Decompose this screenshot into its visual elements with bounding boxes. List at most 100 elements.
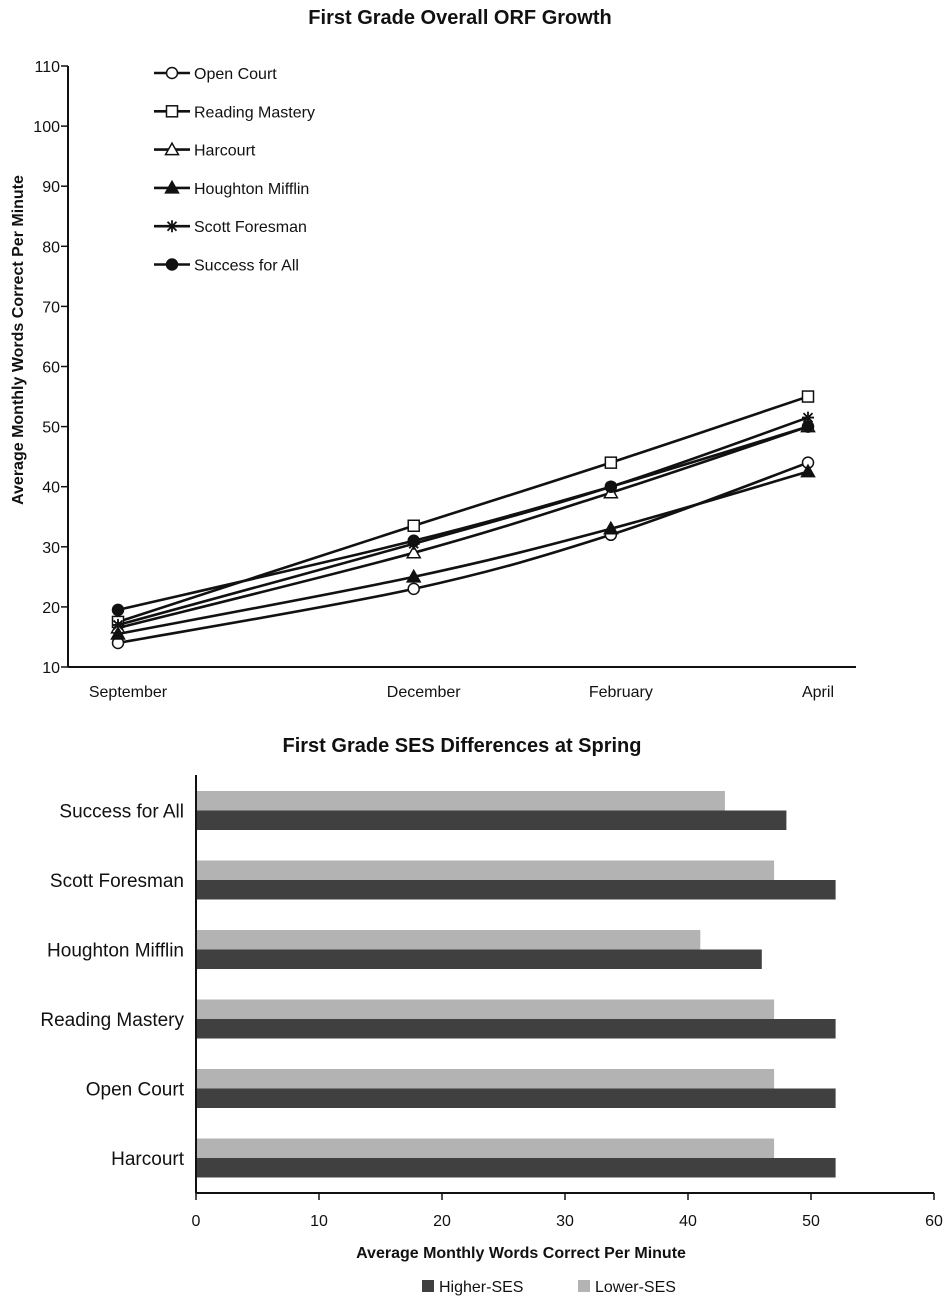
bar-chart-x-ticks: 0 10 20 30 40 50 60 [192,1193,943,1230]
data-point [112,618,124,631]
bar-chart-category-labels: Success for All Scott Foresman Houghton Mi… [40,802,184,1171]
x-tick-label: 20 [433,1213,451,1230]
y-tick-label: 30 [42,540,60,557]
data-point [111,603,125,617]
bar-group-harcourt [196,1138,836,1178]
legend-swatch [422,1280,434,1292]
series-success-for-all [111,420,815,617]
bar-lower-ses [196,860,775,880]
x-tick-label: February [589,684,653,701]
x-tick-label: 60 [925,1213,943,1230]
legend-label: Lower-SES [595,1279,676,1296]
y-tick-label: 110 [34,59,60,76]
series-line-houghton-mifflin [117,470,809,636]
y-tick-label: 40 [42,480,60,497]
bar-chart-bars [196,791,836,1178]
bar-lower-ses [196,1138,775,1158]
series-reading-mastery [111,390,815,629]
data-point [407,534,420,548]
legend-item-lower-ses: Lower-SES [578,1279,676,1296]
legend-label: Success for All [194,258,299,275]
x-tick-label: April [802,684,834,701]
legend-marker [165,105,179,118]
y-tick-label: 10 [42,660,60,677]
data-point [110,625,126,640]
bar-higher-ses [196,949,762,969]
series-line-scott-foresman [117,416,809,627]
bar-lower-ses [196,791,725,811]
data-point [800,463,816,478]
bar-higher-ses [196,1158,836,1178]
legend-label: Open Court [194,66,277,83]
line-chart-legend: Open Court Reading Mastery Harcourt Houghto… [154,66,315,275]
series-line-success-for-all [117,425,809,612]
series-line-harcourt [117,425,809,630]
bar-group-open-court [196,1069,836,1108]
line-chart-series [110,390,816,650]
bar-group-reading-mastery [196,999,836,1039]
category-label: Houghton Mifflin [47,941,184,962]
line-chart-x-ticks: September December February April [89,684,834,701]
x-tick-label: 50 [802,1213,820,1230]
y-tick-label: 70 [42,299,60,316]
series-line-reading-mastery [117,395,809,624]
legend-item-houghton-mifflin: Houghton Mifflin [154,179,309,198]
legend-marker [165,258,179,271]
bar-lower-ses [196,1069,775,1089]
legend-marker [166,220,178,233]
bar-chart-x-axis-label: Average Monthly Words Correct Per Minute [356,1245,686,1262]
data-point [801,420,815,433]
legend-label: Scott Foresman [194,219,307,236]
bar-lower-ses [196,999,775,1019]
legend-item-success-for-all: Success for All [154,258,299,275]
y-tick-label: 20 [42,600,60,617]
data-point [407,519,420,533]
y-tick-label: 60 [42,360,60,377]
data-point [405,544,422,559]
legend-marker [165,66,179,80]
bar-lower-ses [196,930,701,950]
x-tick-label: 30 [556,1213,574,1230]
data-point [407,582,420,596]
x-tick-label: 10 [310,1213,328,1230]
bar-chart-title: First Grade SES Differences at Spring [283,735,642,757]
category-label: Success for All [59,802,184,823]
x-tick-label: 0 [192,1213,201,1230]
legend-label: Harcourt [194,143,256,160]
y-tick-label: 90 [42,179,60,196]
series-open-court [111,456,815,650]
data-point [604,480,618,493]
bar-group-scott-foresman [196,860,836,900]
bar-higher-ses [196,1019,836,1039]
legend-item-reading-mastery: Reading Mastery [154,104,315,121]
x-tick-label: December [387,684,461,701]
line-chart-y-axis-label: Average Monthly Words Correct Per Minute [10,175,27,505]
data-point [603,520,619,535]
category-label: Harcourt [111,1149,185,1170]
bar-group-houghton-mifflin [196,930,762,969]
legend-label: Houghton Mifflin [194,181,309,198]
bar-group-success-for-all [196,791,787,830]
legend-item-open-court: Open Court [154,66,277,83]
series-houghton-mifflin [110,463,816,640]
series-scott-foresman [112,411,814,631]
category-label: Open Court [86,1080,185,1101]
data-point [802,411,814,424]
data-point [604,456,618,469]
legend-marker [164,141,180,156]
data-point [405,568,422,583]
line-chart-title: First Grade Overall ORF Growth [308,7,611,29]
legend-label: Higher-SES [439,1279,523,1296]
line-chart-y-ticks: 10 20 30 40 50 60 70 80 90 100 110 [33,59,68,677]
category-label: Reading Mastery [40,1010,184,1031]
line-chart: First Grade Overall ORF Growth Average M… [10,7,856,701]
series-line-open-court [117,461,809,645]
bar-higher-ses [196,810,787,830]
category-label: Scott Foresman [50,871,184,892]
legend-item-higher-ses: Higher-SES [422,1279,523,1296]
legend-swatch [578,1280,590,1292]
x-tick-label: 40 [679,1213,697,1230]
bar-chart-legend: Higher-SES Lower-SES [422,1279,676,1296]
y-tick-label: 100 [33,119,60,136]
